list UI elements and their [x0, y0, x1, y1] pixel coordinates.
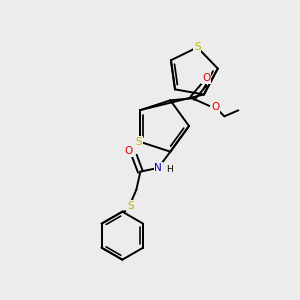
Text: S: S [194, 42, 201, 52]
Text: S: S [136, 137, 142, 147]
Text: S: S [127, 201, 134, 211]
Text: O: O [211, 102, 220, 112]
Text: N: N [154, 163, 162, 173]
Text: H: H [166, 165, 173, 174]
Text: O: O [202, 73, 211, 83]
Text: O: O [124, 146, 133, 156]
